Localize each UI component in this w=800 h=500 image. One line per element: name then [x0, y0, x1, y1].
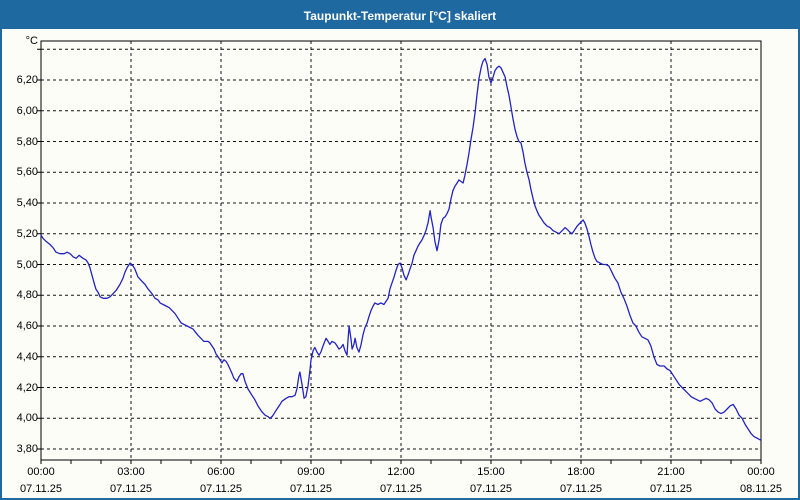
- y-axis-label: 4,60: [16, 320, 38, 332]
- window-titlebar: Taupunkt-Temperatur [°C] skaliert: [2, 2, 798, 29]
- x-axis-time-label: 21:00: [657, 466, 685, 478]
- y-axis-label: 5,00: [16, 258, 38, 271]
- y-axis-label: 6,20: [16, 74, 38, 86]
- x-axis-date-label: 07.11.25: [109, 483, 152, 495]
- x-axis-time-label: 00:00: [747, 466, 775, 478]
- y-axis-label: 4,00: [16, 412, 38, 425]
- x-axis-time-label: 15:00: [477, 466, 505, 478]
- y-axis-label: 6,00: [16, 104, 38, 117]
- x-axis-date-label: 08.11.25: [739, 483, 782, 495]
- x-axis-time-label: 03:00: [117, 466, 145, 478]
- y-axis-label: 5,20: [16, 227, 38, 240]
- x-axis-time-label: 18:00: [567, 466, 595, 478]
- x-axis-date-label: 07.11.25: [469, 483, 512, 495]
- plot-frame: [40, 40, 762, 461]
- x-axis-date-label: 07.11.25: [379, 483, 422, 495]
- y-axis-label: 3,80: [16, 443, 38, 455]
- x-axis-time-label: 06:00: [207, 466, 235, 478]
- y-axis-label: 4,20: [16, 381, 38, 394]
- x-axis-time-label: 12:00: [387, 466, 415, 478]
- window-title: Taupunkt-Temperatur [°C] skaliert: [303, 8, 497, 23]
- x-axis-time-label: 00:00: [27, 466, 55, 478]
- y-axis-label: 4,80: [16, 289, 38, 302]
- x-axis-time-label: 09:00: [297, 466, 325, 478]
- y-axis-label: 5,40: [16, 197, 38, 209]
- y-axis-label: 5,60: [16, 166, 38, 179]
- x-axis-date-label: 07.11.25: [199, 483, 242, 495]
- x-axis-date-label: 07.11.25: [289, 483, 332, 495]
- x-axis-date-label: 07.11.25: [19, 483, 62, 495]
- y-axis-label: 5,80: [16, 135, 38, 148]
- y-axis-label: 4,40: [16, 350, 38, 363]
- y-axis-unit-label: °C: [25, 35, 38, 47]
- x-axis-date-label: 07.11.25: [649, 483, 692, 495]
- dewpoint-curve: [40, 57, 761, 441]
- x-axis-date-label: 07.11.25: [559, 483, 602, 495]
